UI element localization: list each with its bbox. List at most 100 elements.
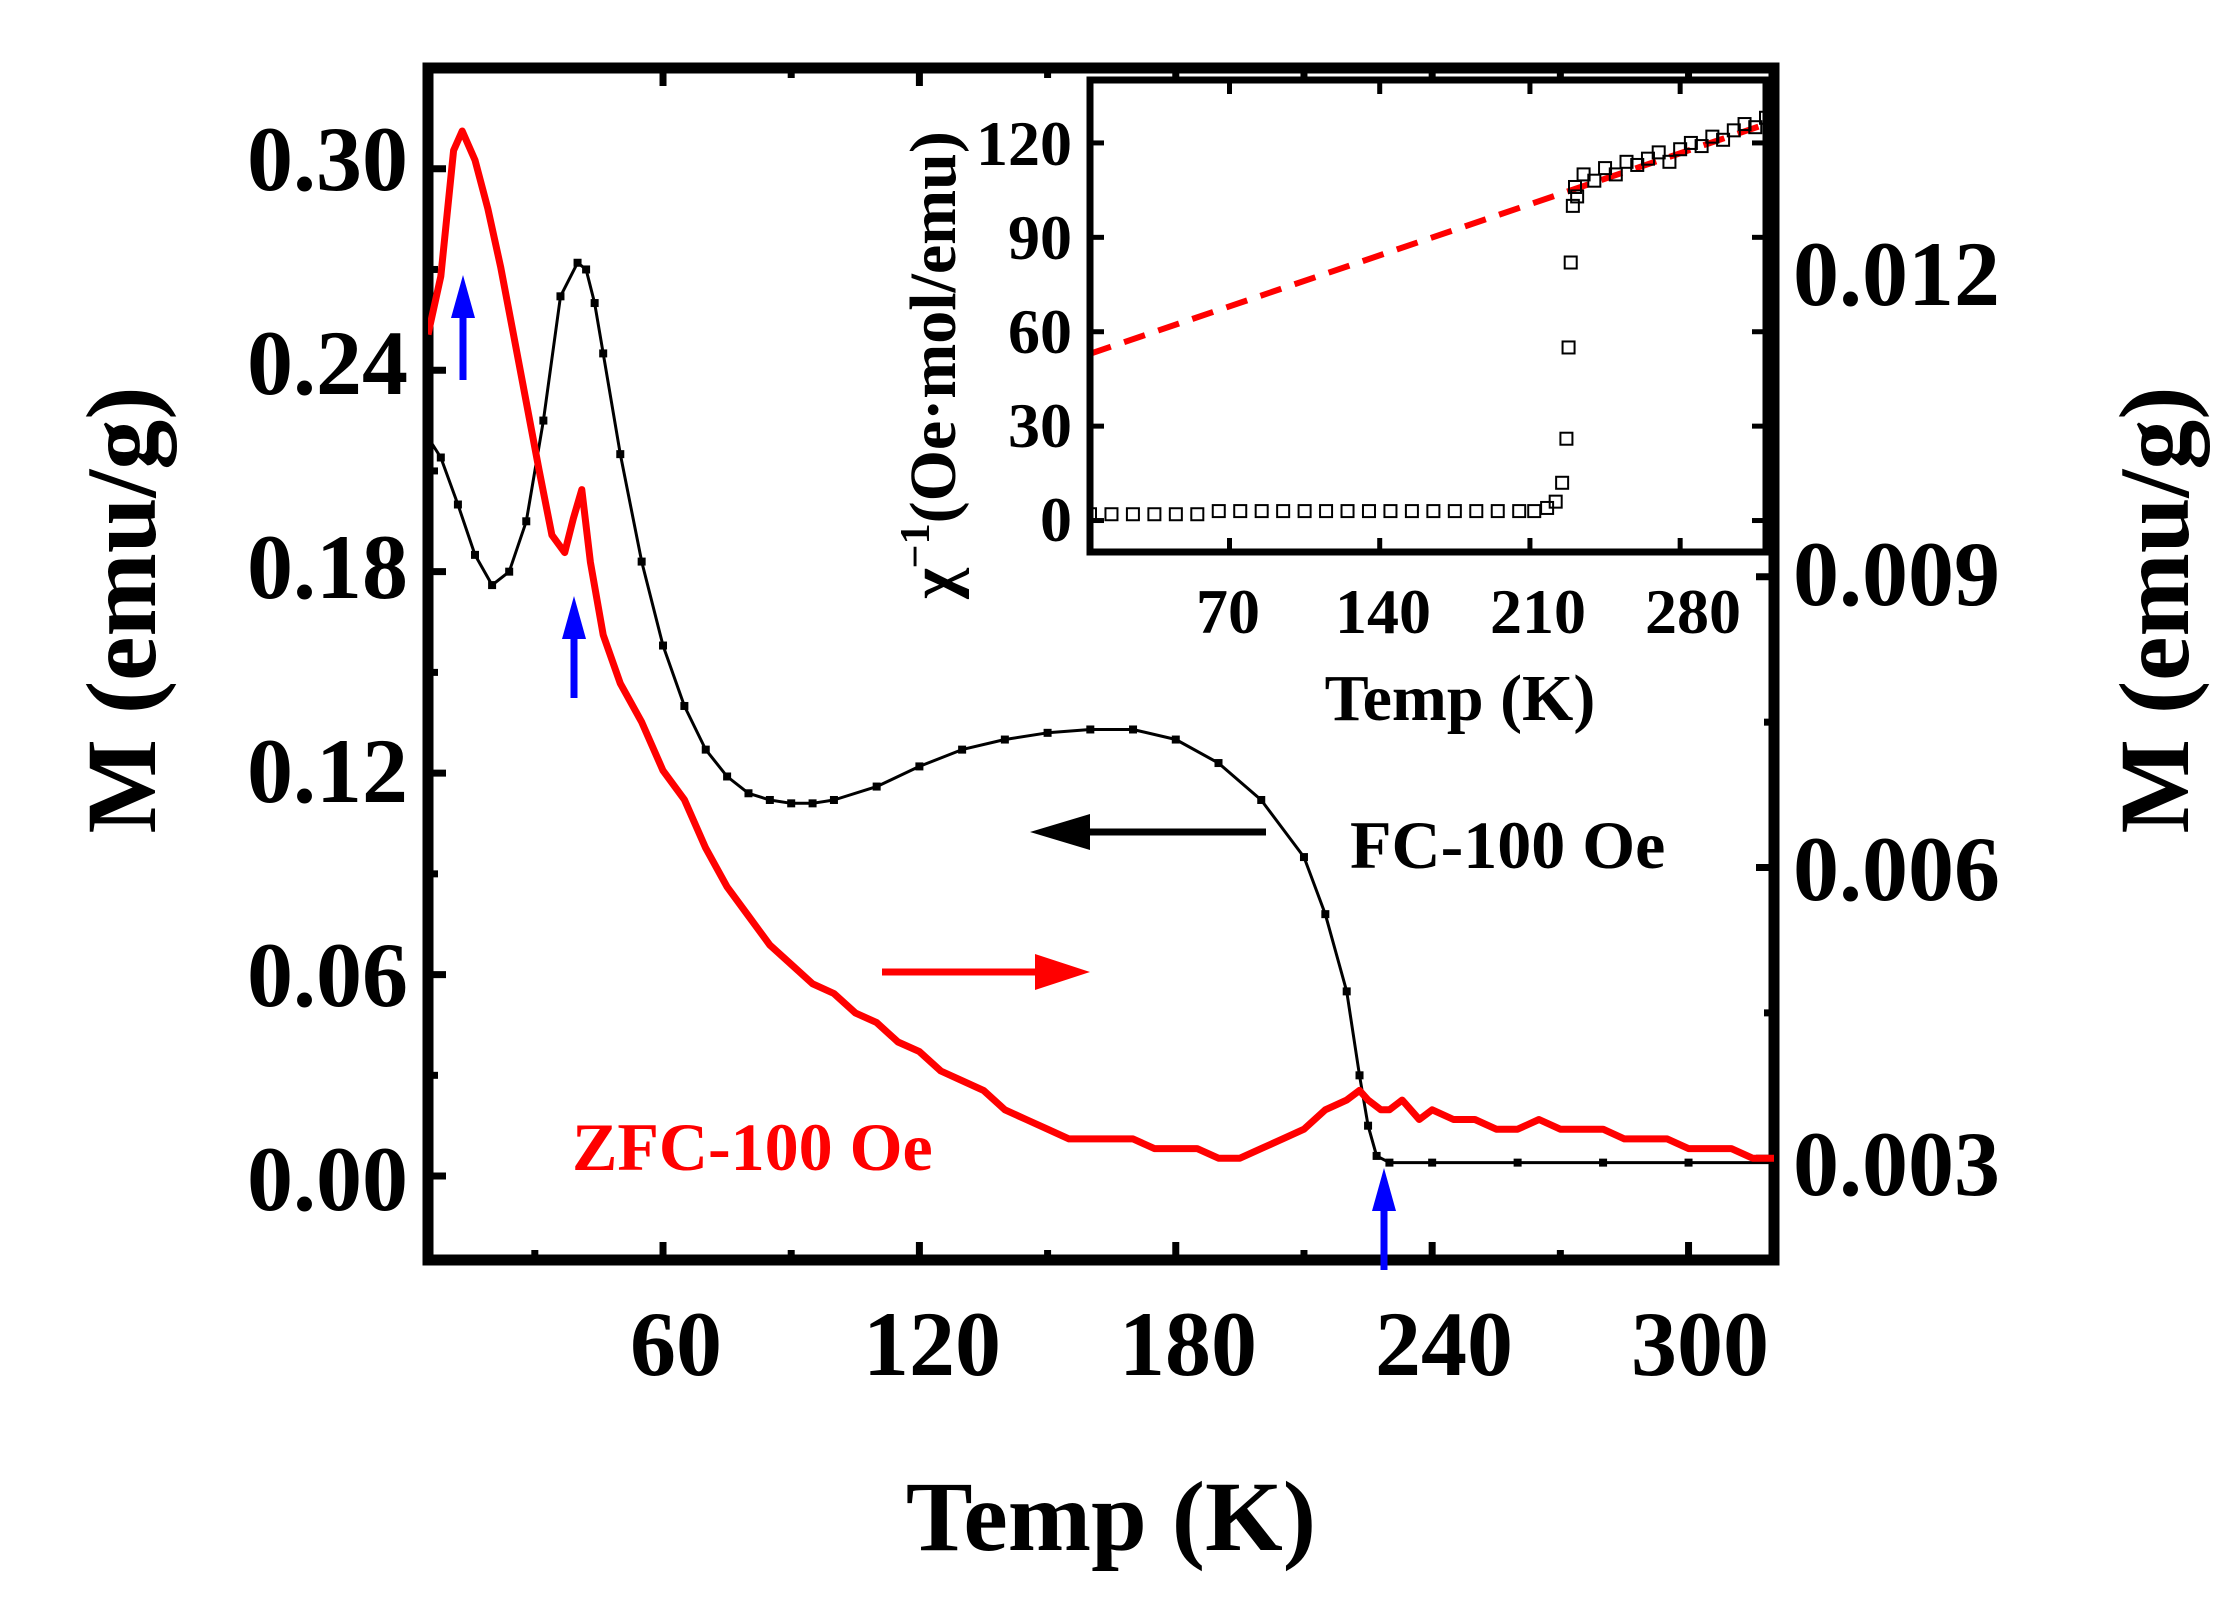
inset-data-point [1608, 167, 1623, 182]
y-tick-label-0.24: 0.24 [247, 312, 408, 414]
inset-data-point [1490, 504, 1505, 519]
inset-data-point [1426, 504, 1441, 519]
fc-data-point [522, 517, 531, 526]
inset-data-point [1254, 504, 1269, 519]
fc-data-point [582, 265, 591, 274]
fc-data-point [1299, 853, 1308, 862]
fc-data-point [1171, 735, 1180, 744]
transition-arrow-232K [1372, 1168, 1396, 1270]
fc-data-point [1513, 1158, 1522, 1167]
fc-data-point [1385, 1158, 1394, 1167]
inset-data-point [1759, 110, 1766, 125]
inset-data-point [1662, 154, 1677, 169]
fc-data-point [428, 433, 432, 442]
inset-plot-frame [1086, 76, 1770, 556]
main-x-tick-labels: 60 120 180 240 300 [630, 1293, 1769, 1395]
inset-plot-area [1090, 110, 1766, 522]
fc-data-point [1355, 1071, 1364, 1080]
inset-x-tick-label-210: 210 [1490, 576, 1586, 647]
inset-data-point [1737, 117, 1752, 132]
fc-data-point [1043, 728, 1052, 737]
inset-y-tick-label-0: 0 [1040, 484, 1072, 555]
fc-data-point [505, 567, 514, 576]
fc-data-point [765, 795, 774, 804]
inset-data-point [1211, 504, 1226, 519]
inset-data-point [1361, 504, 1376, 519]
inset-y-title-base: χ [897, 567, 970, 600]
inset-y-axis-title: χ−1(Oe·mol/emu) [893, 131, 970, 600]
inset-x-tick-labels: 70 140 210 280 [1196, 576, 1741, 647]
fc-data-point [915, 762, 924, 771]
fc-data-point [539, 416, 548, 425]
inset-data-point [1447, 504, 1462, 519]
inset-data-point [1233, 504, 1248, 519]
inset-y-tick-labels: 0 30 60 90 120 [976, 108, 1072, 555]
fc-data-point [1684, 1158, 1693, 1167]
inset-data-point [1168, 507, 1183, 522]
inset-data-point [1587, 173, 1602, 188]
y2-tick-label-0.012: 0.012 [1793, 223, 2000, 325]
fc-data-point [1214, 759, 1223, 768]
inset-data-point [1563, 255, 1578, 270]
fc-data-point [829, 795, 838, 804]
inset-data-point [1548, 494, 1563, 509]
inset-data-point [1651, 145, 1666, 160]
fc-data-point [590, 299, 599, 308]
inset-data-point [1568, 179, 1583, 194]
inset-y-tick-label-120: 120 [976, 108, 1072, 179]
inset-x-tick-label-140: 140 [1335, 576, 1431, 647]
fc-data-point [1428, 1158, 1437, 1167]
fc-data-point [723, 772, 732, 781]
inset-data-point [1561, 340, 1576, 355]
inset-data-point [1570, 189, 1585, 204]
x-axis-title: Temp (K) [906, 1461, 1316, 1572]
main-y2-tick-labels: 0.003 0.006 0.009 0.012 [1793, 223, 2000, 1215]
inset-data-point [1469, 504, 1484, 519]
inset-data-point [1705, 129, 1720, 144]
x-tick-label-240: 240 [1375, 1293, 1513, 1395]
inset-y-tick-label-30: 30 [1008, 390, 1072, 461]
inset-data-point [1559, 431, 1574, 446]
fc-data-point [659, 641, 668, 650]
inset-data-point [1619, 154, 1634, 169]
fc-data-point [471, 550, 480, 559]
x-tick-label-60: 60 [630, 1293, 722, 1395]
fc-data-point [872, 782, 881, 791]
series-line-zfc [428, 127, 1774, 1162]
fc-data-point [1364, 1121, 1373, 1130]
fc-data-point [1000, 735, 1009, 744]
fc-data-point [787, 799, 796, 808]
inset-data-point [1125, 507, 1140, 522]
fc-data-point [573, 258, 582, 267]
fc-data-point [1129, 725, 1138, 734]
inset-data-point [1748, 120, 1763, 135]
fc-data-point [1321, 910, 1330, 919]
fc-series-label: FC-100 Oe [1350, 807, 1665, 883]
inset-data-point [1716, 132, 1731, 147]
inset-data-point [1512, 504, 1527, 519]
transition-arrow-13K [451, 275, 475, 380]
fc-data-point [616, 450, 625, 459]
inset-x-tick-label-70: 70 [1196, 576, 1260, 647]
fc-data-point [1599, 1158, 1608, 1167]
y2-tick-label-0.006: 0.006 [1793, 818, 2000, 920]
inset-y-title-rest: (Oe·mol/emu) [897, 131, 970, 523]
fc-direction-arrow [1030, 814, 1266, 850]
inset-data-point [1340, 504, 1355, 519]
fc-data-point [1342, 987, 1351, 996]
y-tick-label-0.30: 0.30 [247, 108, 408, 210]
fc-data-point [1372, 1151, 1381, 1160]
inset-data-point [1190, 507, 1205, 522]
y-tick-label-0.12: 0.12 [247, 720, 408, 822]
inset-data-point [1694, 139, 1709, 154]
transition-arrow-40K [562, 596, 586, 698]
fc-data-point [808, 799, 817, 808]
fc-data-point [1086, 725, 1095, 734]
y-tick-label-0.06: 0.06 [247, 924, 408, 1026]
y2-tick-label-0.003: 0.003 [1793, 1113, 2000, 1215]
x-tick-label-180: 180 [1119, 1293, 1257, 1395]
fc-data-point [680, 701, 689, 710]
y-tick-label-0.18: 0.18 [247, 516, 408, 618]
fc-data-point [1770, 1158, 1774, 1167]
